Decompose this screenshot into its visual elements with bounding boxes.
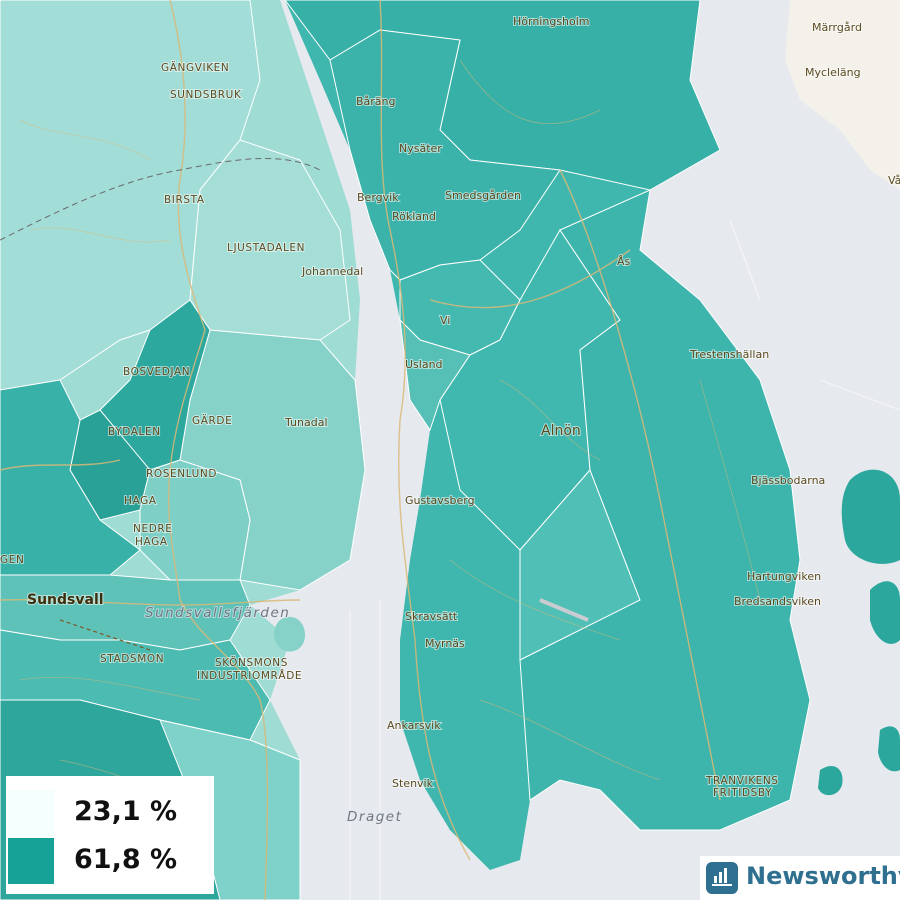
- place-label-as: Ås: [617, 255, 631, 268]
- place-label-bredsandsviken: Bredsandsviken: [734, 595, 821, 608]
- place-label-nedre: NEDRE: [133, 523, 173, 535]
- place-label-barang: Båräng: [356, 95, 396, 108]
- place-label-sundsbruk: SUNDSBRUK: [170, 89, 242, 101]
- place-label-gen: GEN: [0, 554, 24, 566]
- place-label-rokland: Rökland: [392, 210, 436, 223]
- place-label-gangviken: GÄNGVIKEN: [161, 61, 229, 74]
- legend-item-high: 61,8 %: [6, 838, 214, 884]
- place-label-gustavsberg: Gustavsberg: [405, 494, 475, 507]
- islet-2: [870, 581, 900, 644]
- place-label-vi: Vi: [440, 314, 450, 327]
- place-label-fritidsby: FRITIDSBY: [713, 787, 772, 799]
- place-label-bjassbodarna: Bjässbodarna: [751, 474, 825, 487]
- islet-3: [818, 765, 843, 796]
- legend-item-low: 23,1 %: [6, 790, 214, 836]
- alnon-region-east: [519, 189, 811, 831]
- place-label-nysater: Nysäter: [399, 142, 442, 155]
- place-label-haga: HAGA: [124, 495, 157, 507]
- place-label-alnon: Alnön: [541, 423, 581, 439]
- legend-swatch-high: [8, 838, 54, 884]
- place-label-birsta: BIRSTA: [164, 194, 205, 206]
- place-label-myclelang: Mycleläng: [805, 66, 861, 79]
- place-label-stadsmon: STADSMON: [100, 653, 164, 665]
- legend-value-low: 23,1 %: [74, 796, 178, 827]
- place-label-bergvik: Bergvik: [357, 191, 399, 204]
- road-network: [0, 0, 721, 900]
- place-label-ljustadalen: LJUSTADALEN: [227, 242, 305, 254]
- land-east: [785, 0, 900, 190]
- place-label-usland: Usland: [405, 358, 443, 371]
- place-label-sundsvall: Sundsvall: [27, 592, 104, 608]
- place-label-myrnas: Myrnäs: [425, 637, 465, 650]
- place-label-horningsholm: Hörningsholm: [513, 15, 590, 28]
- islet-4: [878, 726, 900, 772]
- railway-line: [0, 158, 321, 241]
- water-boundaries: [349, 219, 900, 900]
- place-label-ankarsvik: Ankarsvik: [387, 719, 441, 732]
- place-label-johannedal: Johannedal: [301, 265, 363, 278]
- place-label-smedsgarden: Smedsgården: [445, 189, 521, 202]
- legend: 23,1 % 61,8 %: [6, 776, 214, 894]
- place-label-haga2: HAGA: [135, 536, 168, 548]
- islet-5: [274, 616, 305, 652]
- brand-name: Newsworthy: [746, 862, 900, 890]
- place-label-travikens: TRANVIKENS: [705, 775, 779, 787]
- place-label-skonsmons: SKÖNSMONS: [215, 656, 288, 669]
- bar-chart-icon: [706, 862, 738, 894]
- brand-badge[interactable]: Newsworthy: [700, 856, 900, 900]
- place-label-rosenlund: ROSENLUND: [146, 468, 217, 480]
- place-label-bosvedjan: BOSVEDJAN: [123, 366, 190, 378]
- railway-line-2: [59, 619, 151, 651]
- place-label-marrgard: Märrgård: [812, 21, 862, 34]
- place-label-bydalen: BYDALEN: [108, 426, 161, 438]
- place-label-skravsatt: Skravsätt: [405, 610, 458, 623]
- place-label-trestenshallan: Trestenshällan: [689, 348, 769, 361]
- legend-value-high: 61,8 %: [74, 844, 178, 875]
- lake-east: [803, 227, 900, 331]
- place-label-hartungviken: Hartungviken: [747, 570, 821, 583]
- pier: [539, 598, 589, 622]
- place-label-va: Vå: [888, 174, 900, 187]
- legend-swatch-low: [8, 790, 54, 836]
- place-label-stenvik: Stenvik: [392, 777, 434, 790]
- place-label-draget: Draget: [347, 809, 402, 825]
- place-label-tunadal: Tunadal: [284, 416, 328, 429]
- islet-1: [841, 469, 900, 564]
- place-label-sundsvallsfjarden: Sundsvallsfjärden: [145, 605, 290, 621]
- place-label-garde: GÄRDE: [192, 414, 232, 427]
- place-label-industriomrade: INDUSTRIOMRÅDE: [197, 669, 302, 682]
